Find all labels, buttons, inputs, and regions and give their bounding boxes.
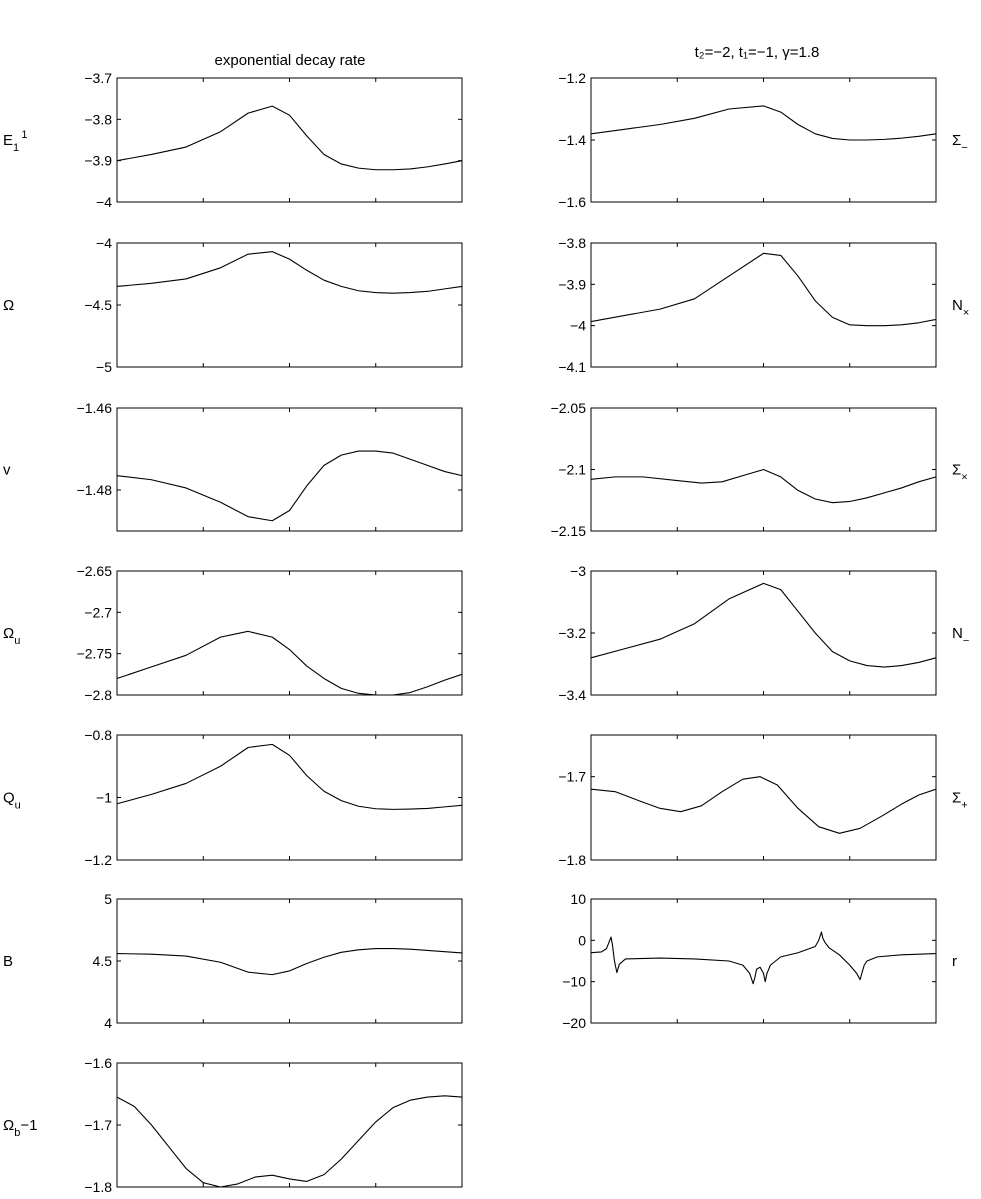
subplot-6: 5 4.5 4 B: [3, 891, 463, 1031]
panel-label: B: [3, 953, 13, 970]
y-tick-label: −10: [562, 974, 586, 990]
y-tick-label: −4: [570, 318, 586, 334]
y-tick-label: −4.1: [558, 359, 586, 375]
axes-box: [590, 570, 937, 696]
y-tick-label: −2.05: [551, 400, 587, 416]
panel-label: N−: [952, 625, 969, 647]
subplot-11: −3 −3.2 −3.4 N−: [558, 563, 969, 703]
y-tick-label: −1: [96, 790, 112, 806]
panel-label: Σ+: [952, 790, 968, 812]
y-tick-label: −1.8: [84, 1179, 112, 1195]
axes-box: [116, 734, 463, 861]
subplot-9: −3.8 −3.9 −4 −4.1 N×: [558, 235, 969, 375]
y-tick-label: −3.4: [558, 687, 586, 703]
y-tick-label: −1.6: [558, 194, 586, 210]
y-tick-label: 4: [104, 1015, 112, 1031]
panel-label: Qu: [3, 790, 21, 812]
subplot-grid: −3.7 −3.8 −3.9 −4 E11 −4 −4.5 −5 Ω −1.46 −1.48 v −2.…: [3, 70, 969, 1195]
series-line: [116, 630, 463, 696]
panel-label: v: [3, 462, 11, 479]
y-tick-label: −2.75: [77, 646, 113, 662]
y-tick-label: −3.2: [558, 625, 586, 641]
y-tick-label: −3.7: [84, 70, 112, 86]
panel-label: Ωb−1: [3, 1117, 37, 1139]
y-tick-label: −3.9: [84, 153, 112, 169]
y-tick-label: −1.7: [84, 1117, 112, 1133]
panel-label: N×: [952, 297, 969, 319]
series-line: [590, 931, 937, 985]
panel-label: Σ−: [952, 132, 968, 154]
subplot-5: −0.8 −1 −1.2 Qu: [3, 727, 463, 868]
y-tick-label: −4: [96, 194, 112, 210]
y-tick-label: −3.8: [84, 111, 112, 127]
subplot-10: −2.05 −2.1 −2.15 Σ×: [551, 400, 968, 539]
subplot-7: −1.6 −1.7 −1.8 Ωb−1: [3, 1055, 463, 1195]
y-tick-label: 10: [570, 891, 586, 907]
subplot-13: 10 0 −10 −20 r: [562, 891, 957, 1031]
panel-label: Ωu: [3, 625, 20, 647]
subplot-4: −2.65 −2.7 −2.75 −2.8 Ωu: [3, 563, 463, 703]
right-column-title: t₂=−2, t₁=−1, γ=1.8: [695, 44, 820, 61]
series-line: [590, 252, 937, 327]
y-tick-label: −4.5: [84, 297, 112, 313]
panel-label: Σ×: [952, 462, 968, 484]
subplot-2: −4 −4.5 −5 Ω: [3, 235, 463, 375]
subplot-12: −1.7 −1.8 Σ+: [558, 734, 968, 868]
y-tick-label: −20: [562, 1015, 586, 1031]
y-tick-label: −3.9: [558, 276, 586, 292]
y-tick-label: −2.1: [558, 462, 586, 478]
series-line: [116, 450, 463, 522]
series-line: [116, 105, 463, 171]
y-tick-label: −1.8: [558, 852, 586, 868]
series-line: [590, 105, 937, 141]
series-line: [590, 468, 937, 504]
subplot-1: −3.7 −3.8 −3.9 −4 E11: [3, 70, 463, 210]
y-tick-label: −2.15: [551, 523, 587, 539]
axes-box: [116, 242, 463, 368]
y-tick-label: 5: [104, 891, 112, 907]
y-tick-label: −1.7: [558, 769, 586, 785]
series-line: [116, 251, 463, 294]
subplot-8: −1.2 −1.4 −1.6 Σ−: [558, 70, 967, 210]
axes-box: [590, 242, 937, 368]
axes-box: [590, 77, 937, 203]
axes-box: [116, 407, 463, 532]
y-tick-label: −2.65: [77, 563, 113, 579]
subplot-3: −1.46 −1.48 v: [3, 400, 463, 532]
axes-box: [116, 570, 463, 696]
y-tick-label: −1.6: [84, 1055, 112, 1071]
y-tick-label: −1.2: [558, 70, 586, 86]
left-column-title: exponential decay rate: [215, 52, 366, 69]
y-tick-label: −5: [96, 359, 112, 375]
y-tick-label: −3.8: [558, 235, 586, 251]
series-line: [590, 776, 937, 834]
y-tick-label: −0.8: [84, 727, 112, 743]
y-tick-label: −1.4: [558, 132, 586, 148]
series-line: [116, 1095, 463, 1188]
panel-label: Ω: [3, 297, 14, 314]
y-tick-label: −2.7: [84, 604, 112, 620]
y-tick-label: −1.48: [77, 482, 113, 498]
axes-box: [590, 898, 937, 1024]
series-line: [590, 582, 937, 668]
y-tick-label: −1.46: [77, 400, 113, 416]
y-tick-label: 0: [578, 932, 586, 948]
y-tick-label: −3: [570, 563, 586, 579]
axes-box: [116, 898, 463, 1024]
axes-box: [590, 734, 937, 861]
axes-box: [116, 77, 463, 203]
y-tick-label: −1.2: [84, 852, 112, 868]
series-line: [116, 948, 463, 976]
series-line: [116, 743, 463, 810]
panel-label: E11: [3, 129, 27, 154]
y-tick-label: 4.5: [93, 953, 113, 969]
axes-box: [116, 1062, 463, 1188]
y-tick-label: −2.8: [84, 687, 112, 703]
y-tick-label: −4: [96, 235, 112, 251]
panel-label: r: [952, 953, 957, 970]
